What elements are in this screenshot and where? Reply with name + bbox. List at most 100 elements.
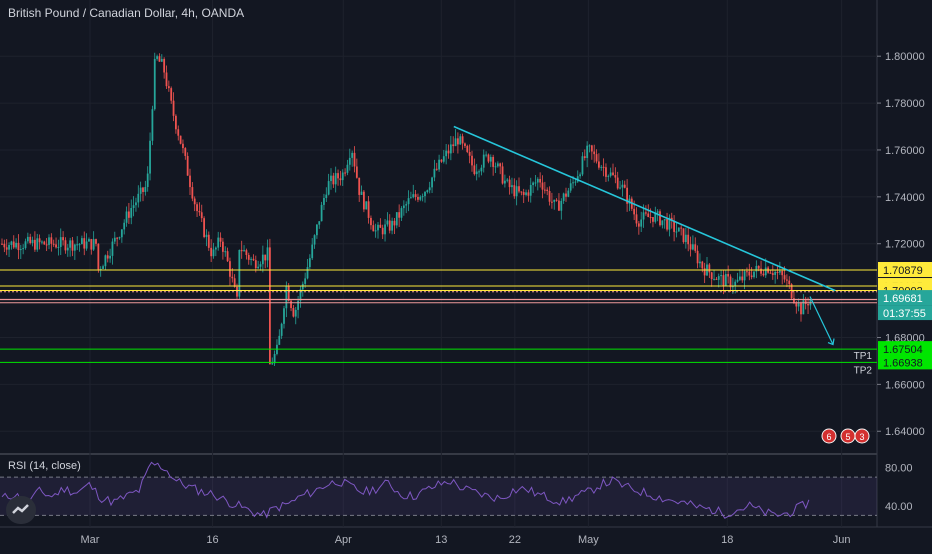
candle-body xyxy=(701,261,704,269)
candle-body xyxy=(264,254,267,261)
candle-body xyxy=(529,185,532,196)
candle-body xyxy=(22,248,25,250)
candle-body xyxy=(388,220,391,231)
event-badge[interactable]: 5 xyxy=(840,428,856,444)
candle-body xyxy=(297,300,299,310)
candle-body xyxy=(447,150,450,154)
candle-body xyxy=(1,243,3,245)
candle-body xyxy=(684,234,687,243)
candle-body xyxy=(494,166,497,168)
candle-body xyxy=(562,193,565,201)
candle-body xyxy=(480,167,483,172)
candle-body xyxy=(602,166,605,168)
candle-body xyxy=(125,211,128,223)
candle-body xyxy=(325,194,328,198)
candle-body xyxy=(675,231,678,233)
candle-body xyxy=(428,187,431,191)
candle-body xyxy=(330,175,332,182)
event-badge[interactable]: 3 xyxy=(854,428,870,444)
candle-body xyxy=(273,354,276,364)
candle-body xyxy=(572,182,574,184)
candle-body xyxy=(358,177,361,195)
price-tick-label: 1.76000 xyxy=(885,145,925,157)
candle-body xyxy=(755,265,758,272)
candle-body xyxy=(109,255,111,259)
candle-body xyxy=(553,199,556,202)
candle-body xyxy=(381,227,384,235)
candle-body xyxy=(565,193,567,197)
time-tick-label: Jun xyxy=(833,534,851,546)
price-tag-bg xyxy=(878,305,932,321)
event-badge-circle xyxy=(821,428,837,444)
candle-body xyxy=(207,234,210,248)
candle-body xyxy=(301,283,304,290)
candle-body xyxy=(579,174,581,177)
candle-body xyxy=(598,161,600,168)
candle-body xyxy=(433,168,436,178)
candle-body xyxy=(102,266,104,269)
candle-body xyxy=(417,196,419,200)
candle-body xyxy=(788,280,791,285)
price-tick-label: 1.64000 xyxy=(885,426,925,438)
candle-body xyxy=(243,250,245,252)
candle-body xyxy=(346,164,349,173)
candle-body xyxy=(222,241,224,252)
price-tag-label: 1.69681 xyxy=(883,293,923,305)
candle-body xyxy=(24,241,27,249)
candle-body xyxy=(257,266,260,269)
price-tag-bg xyxy=(878,290,932,306)
candle-body xyxy=(142,187,144,192)
candle-body xyxy=(120,229,123,238)
candle-body xyxy=(569,183,572,191)
candle-body xyxy=(259,264,262,267)
candle-body xyxy=(214,247,217,250)
candle-body xyxy=(99,268,102,270)
candle-body xyxy=(153,58,156,110)
candle-body xyxy=(734,281,737,287)
candle-body xyxy=(501,166,504,184)
candle-body xyxy=(475,171,478,175)
candle-body xyxy=(57,246,60,248)
candle-body xyxy=(377,224,379,231)
candle-body xyxy=(464,143,466,146)
candle-body xyxy=(506,179,509,181)
candle-body xyxy=(692,244,694,250)
candle-body xyxy=(666,219,668,230)
candle-body xyxy=(97,243,100,270)
time-tick-label: Mar xyxy=(81,534,100,546)
candle-body xyxy=(372,225,375,232)
candle-body xyxy=(29,236,32,244)
candle-body xyxy=(449,144,452,154)
candle-body xyxy=(635,214,638,224)
candle-body xyxy=(546,189,549,192)
candle-body xyxy=(440,159,443,162)
candle-body xyxy=(45,244,48,246)
candle-body xyxy=(374,230,377,232)
candle-body xyxy=(746,271,748,273)
time-axis: Mar 16 Apr 13 22 May 18 Jun xyxy=(81,534,851,546)
event-badge-circle xyxy=(854,428,870,444)
candle-body xyxy=(31,239,34,244)
candle-body xyxy=(708,264,711,273)
candle-body xyxy=(139,187,142,194)
candle-body xyxy=(252,258,255,261)
event-badge[interactable]: 6 xyxy=(821,428,837,444)
candle-body xyxy=(43,241,46,245)
candle-body xyxy=(637,223,640,227)
candle-body xyxy=(393,220,396,226)
candle-body xyxy=(790,284,793,299)
candle-body xyxy=(720,275,722,277)
candle-body xyxy=(370,217,372,226)
rsi-tick-label: 80.00 xyxy=(885,463,913,475)
tradingview-logo[interactable] xyxy=(6,496,36,524)
candle-body xyxy=(687,234,690,245)
candle-body xyxy=(184,148,187,156)
candle-body xyxy=(508,179,511,188)
candle-body xyxy=(323,197,325,205)
candle-body xyxy=(724,274,727,286)
candle-body xyxy=(353,152,356,167)
price-tick-label: 1.80000 xyxy=(885,51,925,63)
rsi-pane: 80.00 40.00 xyxy=(0,461,913,519)
